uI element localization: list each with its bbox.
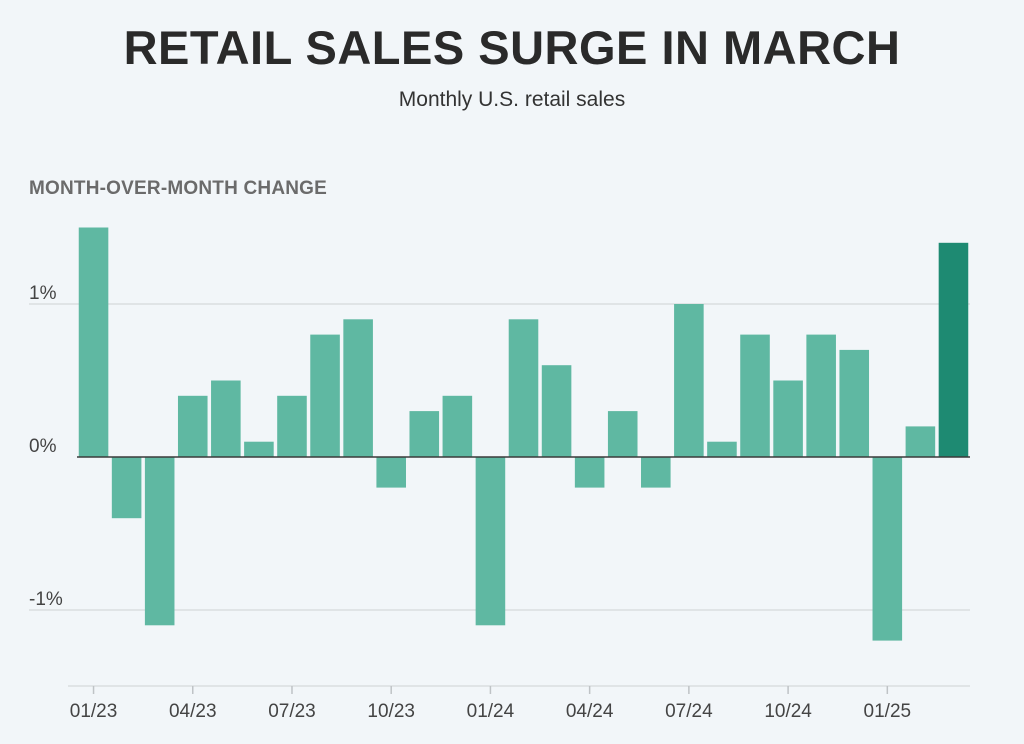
bar-03/23 [144,457,175,626]
bar-05/23 [211,380,241,457]
bar-01/23 [78,227,109,457]
chart-subtitle: Monthly U.S. retail sales [398,88,626,111]
bar-08/24 [707,441,737,457]
bar-12/24 [839,349,870,457]
y-tick-label: 1% [29,283,57,304]
bar-07/23 [277,395,307,457]
bar-02/24 [508,319,539,457]
x-tick-label: 01/23 [70,701,118,722]
bar-09/23 [343,319,373,457]
bar-01/25 [872,457,903,641]
bar-10/24 [773,380,803,457]
bar-06/23 [244,441,274,457]
bar-08/23 [310,334,340,457]
bar-04/24 [574,457,605,488]
bar-11/24 [806,334,836,457]
x-tick-label: 07/24 [665,701,713,722]
x-tick-label: 04/24 [566,701,614,722]
x-tick-label: 07/23 [268,701,316,722]
bar-12/23 [442,395,473,457]
bar-03/25 [938,242,969,457]
x-tick-label: 10/24 [764,701,812,722]
bar-05/24 [607,411,638,457]
bar-03/24 [541,365,572,457]
bar-02/25 [905,426,936,457]
bar-01/24 [475,457,506,626]
bar-10/23 [376,457,406,488]
bar-04/23 [177,395,208,457]
bar-11/23 [409,411,440,457]
y-axis-title: MONTH-OVER-MONTH CHANGE [29,178,328,199]
x-tick-label: 10/23 [367,701,415,722]
bar-06/24 [641,457,671,488]
bar-07/24 [674,304,704,457]
x-tick-label: 01/25 [864,701,912,722]
x-tick-label: 04/23 [169,701,217,722]
bar-02/23 [111,457,142,519]
y-tick-label: -1% [29,589,63,610]
chart-title: RETAIL SALES SURGE IN MARCH [123,21,901,74]
x-tick-label: 01/24 [467,701,515,722]
y-tick-label: 0% [29,436,57,457]
bar-09/24 [740,334,770,457]
